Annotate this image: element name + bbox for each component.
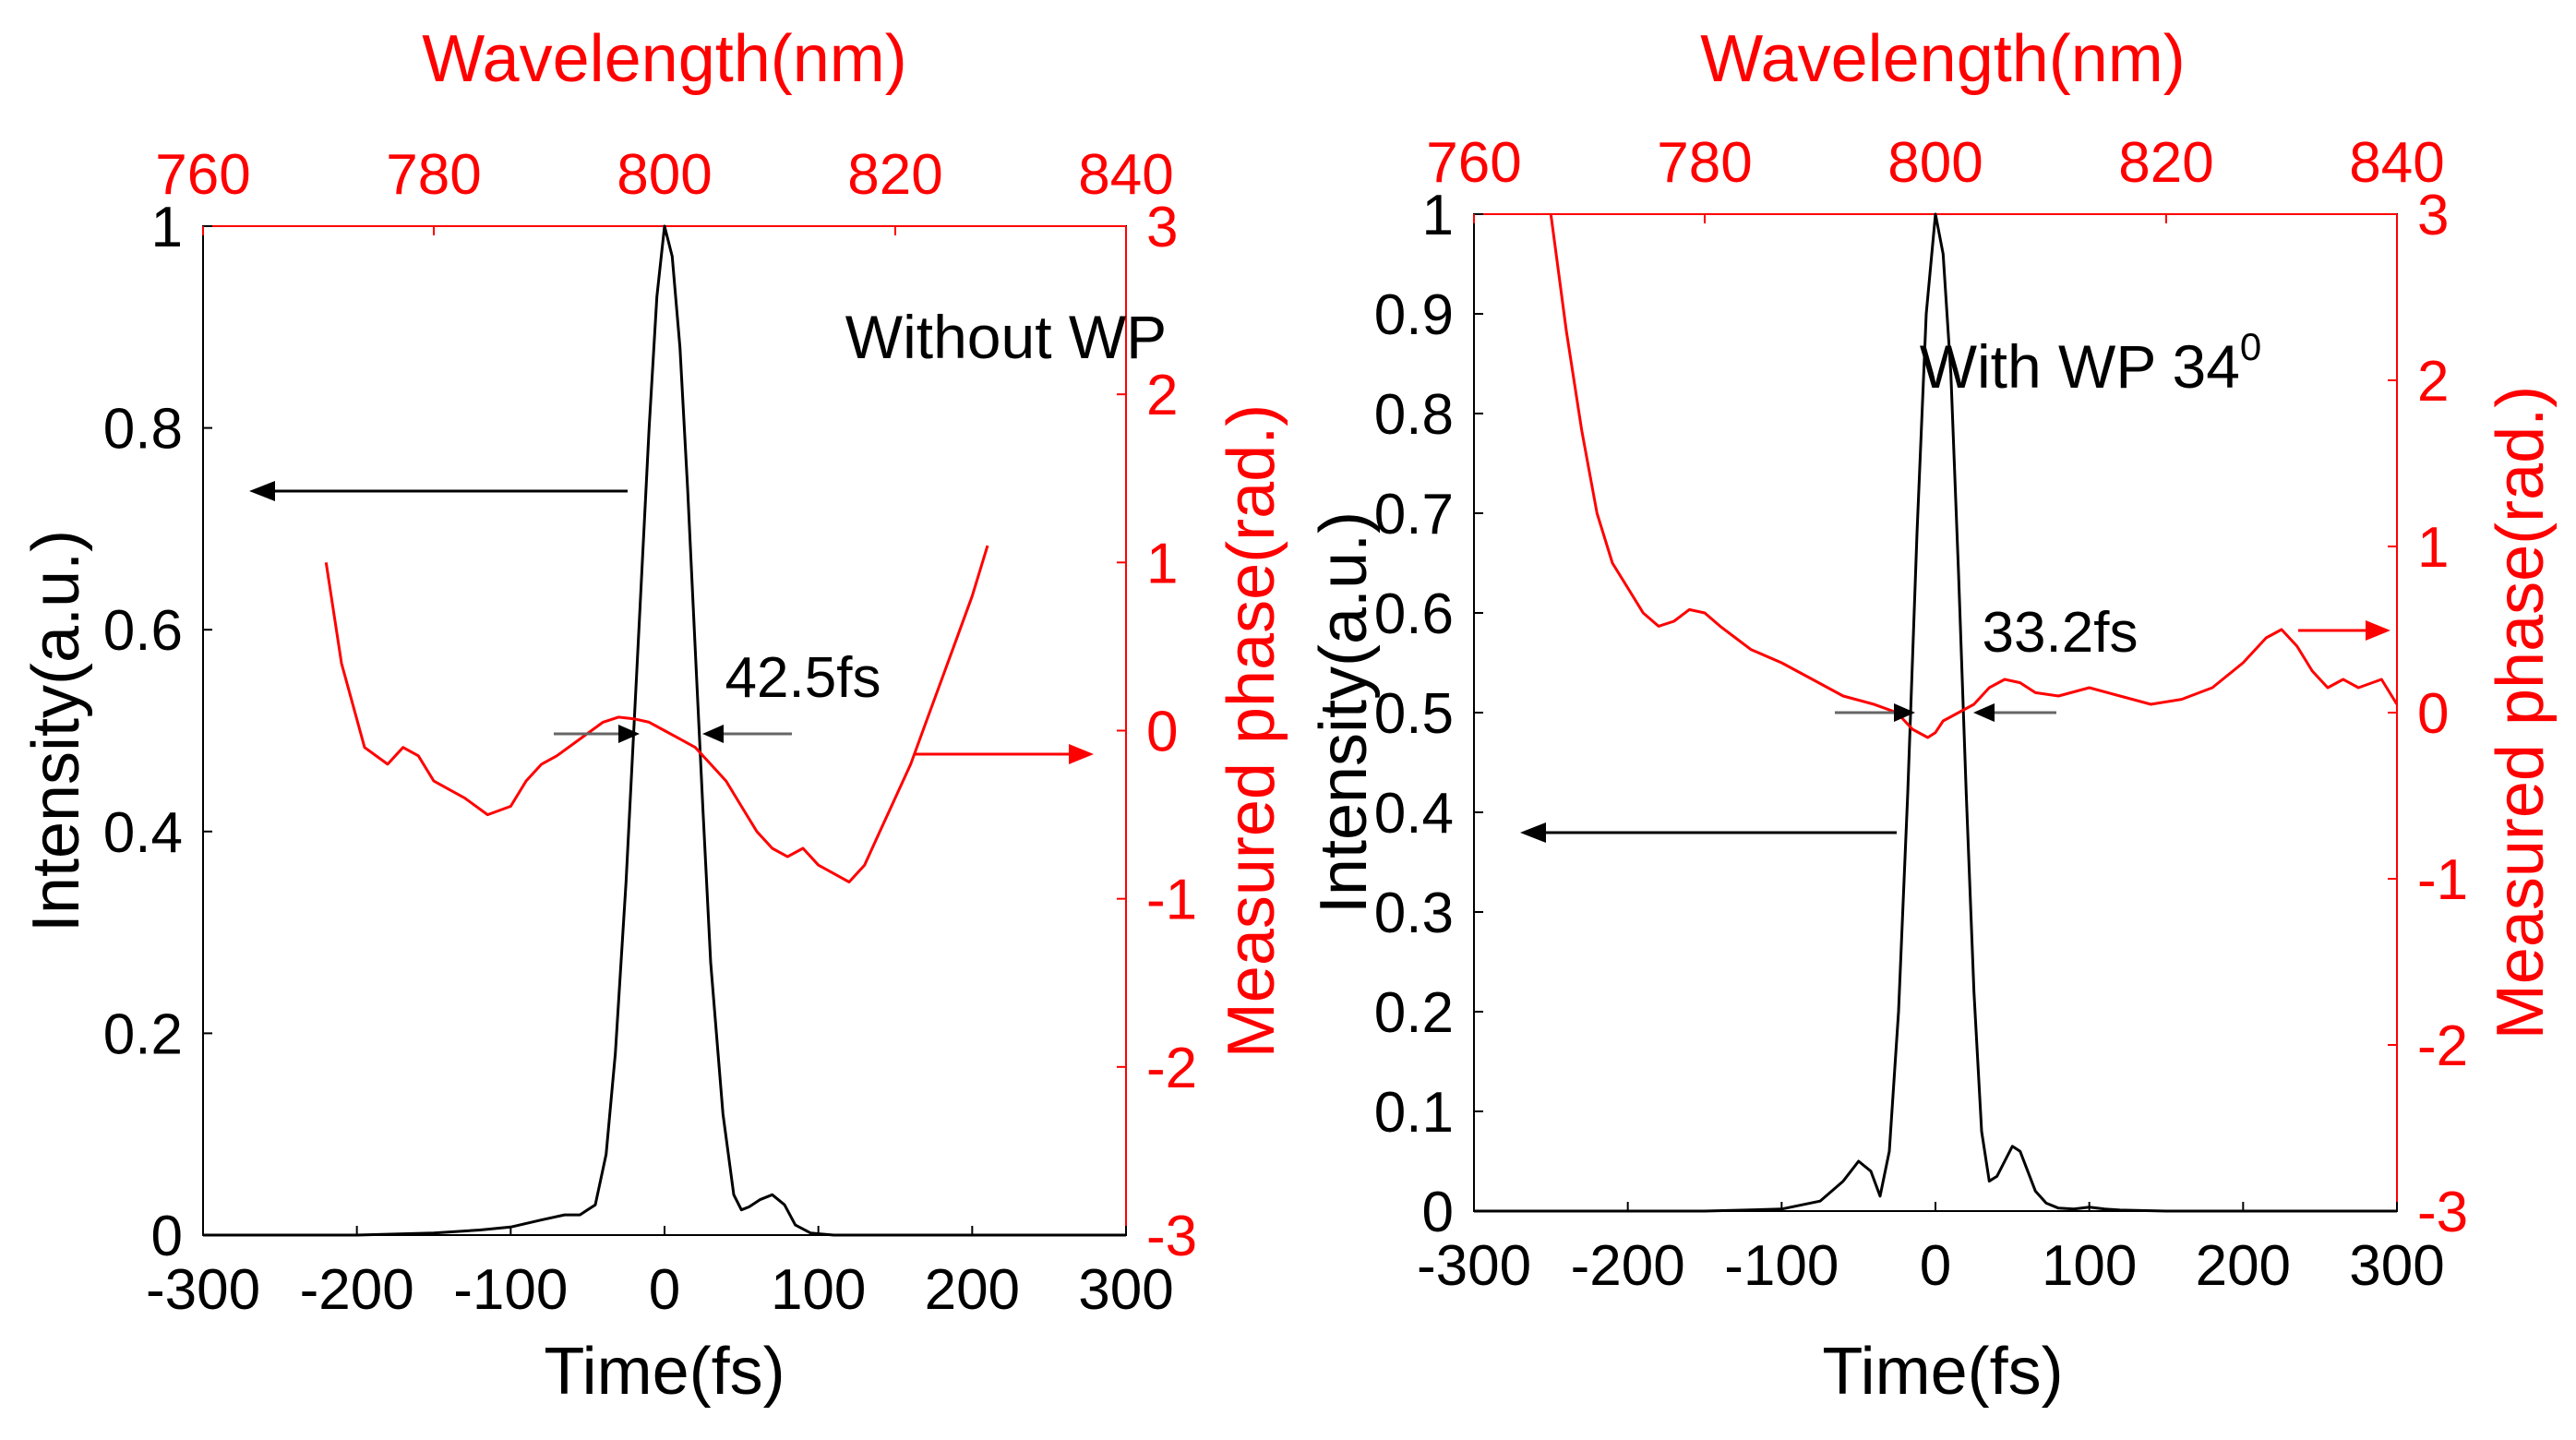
fwhm-label-right: 33.2fs xyxy=(1983,601,2139,665)
xtick-label: -300 xyxy=(146,1258,260,1322)
xtick-label: 0 xyxy=(1920,1234,1951,1298)
xtick-label: -200 xyxy=(300,1258,414,1322)
fwhm-arrow-right-right xyxy=(1894,703,1915,722)
ytick-label: 0.2 xyxy=(103,1002,183,1066)
ytick-label: 0.1 xyxy=(1374,1081,1454,1145)
xtick-label: -300 xyxy=(1417,1234,1531,1298)
left-axis-arrowhead-right xyxy=(1520,822,1546,843)
x2tick-label: 760 xyxy=(1426,131,1521,195)
ytick-label: 0.2 xyxy=(1374,981,1454,1045)
y2tick-label: 0 xyxy=(1146,701,1178,764)
ytick-label: 0.4 xyxy=(1374,782,1454,846)
series-left xyxy=(203,224,1126,1237)
y2tick-label: 2 xyxy=(1146,364,1178,427)
x2tick-label: 840 xyxy=(2349,131,2444,195)
annotation-left: Without WP xyxy=(845,303,1167,371)
x2tick-label: 840 xyxy=(1078,143,1173,207)
ylabel-right: Intensity(a.u.) xyxy=(1307,511,1381,914)
xtick-label: 100 xyxy=(2042,1234,2137,1298)
series-line-intensity xyxy=(203,224,1126,1237)
x2tick-label: 820 xyxy=(2118,131,2213,195)
fwhm-arrow-right-left xyxy=(618,725,640,743)
ytick-label: 0.4 xyxy=(103,801,183,865)
y2tick-label: 1 xyxy=(2417,516,2449,580)
x2label-right: Wavelength(nm) xyxy=(1700,22,2186,96)
xlabel-right: Time(fs) xyxy=(1822,1335,2063,1409)
x2tick-label: 800 xyxy=(1887,131,1983,195)
y2tick-label: -1 xyxy=(1146,869,1197,932)
ytick-label: 0.8 xyxy=(103,398,183,462)
ytick-label: 0.7 xyxy=(1374,483,1454,546)
chart-right: -300 -200 -100 0 100 200 300 0 0.1 0.2 0.3 0.4 0.5 0.… xyxy=(1307,22,2558,1409)
y2tick-label: 3 xyxy=(1146,196,1178,259)
ytick-label: 1 xyxy=(151,196,183,259)
annotation-right: With WP 340 xyxy=(1920,325,2262,401)
x2tick-label: 780 xyxy=(386,143,481,207)
xtick-label: 200 xyxy=(2196,1234,2291,1298)
xtick-label: -200 xyxy=(1571,1234,1685,1298)
y2tick-label: -2 xyxy=(1146,1037,1197,1100)
y2label-right: Measured phase(rad.) xyxy=(2484,386,2558,1039)
x2tick-label: 780 xyxy=(1657,131,1752,195)
x2tick-label: 820 xyxy=(847,143,942,207)
ylabel-left: Intensity(a.u.) xyxy=(19,530,93,932)
ytick-label: 0.9 xyxy=(1374,283,1454,347)
series-line-phase xyxy=(324,545,989,883)
series-line-intensity xyxy=(1474,212,2397,1213)
ytick-label: 0.6 xyxy=(103,599,183,663)
xtick-label: -100 xyxy=(453,1258,568,1322)
xtick-label: 300 xyxy=(1078,1258,1173,1322)
series-line-phase xyxy=(1549,213,2399,739)
xtick-label: 300 xyxy=(2349,1234,2444,1298)
ticks-right: -300 -200 -100 0 100 200 300 0 0.1 0.2 0.3 0.4 0.5 0.… xyxy=(1374,131,2468,1298)
xtick-label: -100 xyxy=(1724,1234,1839,1298)
left-axis-arrowhead-left xyxy=(249,481,275,501)
xlabel-left: Time(fs) xyxy=(544,1335,785,1409)
y2tick-label: -3 xyxy=(1146,1205,1197,1268)
xtick-label: 100 xyxy=(771,1258,866,1322)
y2tick-label: -1 xyxy=(2417,848,2468,912)
fwhm-arrow-left-right xyxy=(1973,703,1995,722)
x2tick-label: 800 xyxy=(617,143,712,207)
y2tick-label: 0 xyxy=(2417,682,2449,746)
xtick-label: 0 xyxy=(649,1258,680,1322)
ytick-label: 0.8 xyxy=(1374,383,1454,447)
fwhm-label-left: 42.5fs xyxy=(725,646,881,710)
x2tick-label: 760 xyxy=(155,143,250,207)
x2label-left: Wavelength(nm) xyxy=(422,22,907,96)
y2tick-label: 1 xyxy=(1146,532,1178,595)
ytick-label: 0.6 xyxy=(1374,582,1454,646)
xtick-label: 200 xyxy=(925,1258,1020,1322)
y2tick-label: -2 xyxy=(2417,1014,2468,1078)
ytick-label: 0.3 xyxy=(1374,882,1454,945)
fwhm-arrow-left-left xyxy=(702,725,724,743)
ytick-label: 0 xyxy=(1422,1181,1454,1244)
ticks-left: -300 -200 -100 0 100 200 300 0 0.2 0.4 0.6 0.8 1 -3 -2… xyxy=(103,143,1197,1322)
y2label-left: Measured phase(rad.) xyxy=(1215,404,1288,1058)
ytick-label: 0.5 xyxy=(1374,682,1454,746)
right-axis-arrowhead-right xyxy=(2366,620,2390,641)
ytick-label: 0 xyxy=(151,1205,183,1268)
right-axis-arrowhead-left xyxy=(1069,744,1094,764)
chart-left: -300 -200 -100 0 100 200 300 0 0.2 0.4 0.6 0.8 1 -3 -2… xyxy=(19,22,1288,1409)
series-right xyxy=(1474,212,2399,1213)
y2tick-label: -3 xyxy=(2417,1181,2468,1244)
y2tick-label: 2 xyxy=(2417,350,2449,414)
y2tick-label: 3 xyxy=(2417,184,2449,247)
ytick-label: 1 xyxy=(1422,184,1454,247)
